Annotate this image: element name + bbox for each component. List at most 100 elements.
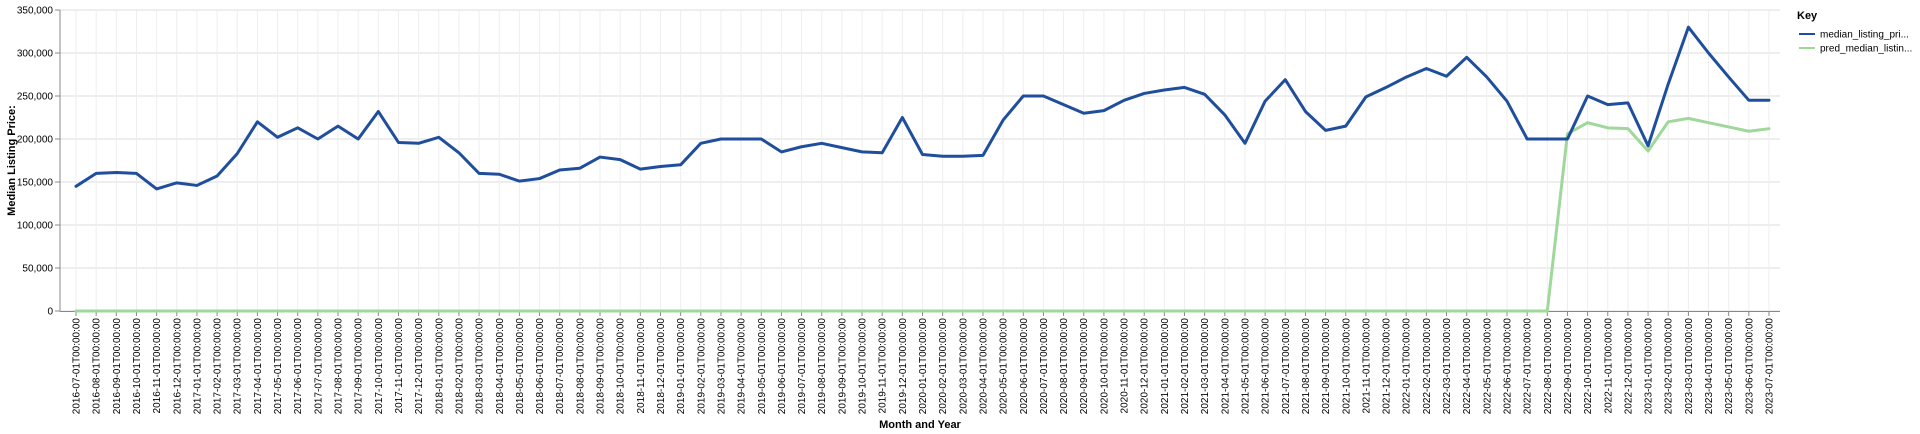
x-tick-label: 2017-03-01T00:00:00 xyxy=(233,318,244,415)
x-tick-label: 2022-02-01T00:00:00 xyxy=(1422,318,1433,415)
x-tick-label: 2017-04-01T00:00:00 xyxy=(253,318,264,415)
y-tick-label: 200,000 xyxy=(17,135,54,146)
x-tick-label: 2020-12-01T00:00:00 xyxy=(1140,318,1151,415)
x-tick-label: 2023-03-01T00:00:00 xyxy=(1684,318,1695,415)
x-tick-label: 2020-07-01T00:00:00 xyxy=(1039,318,1050,415)
x-tick-label: 2020-03-01T00:00:00 xyxy=(958,318,969,415)
x-tick-label: 2023-05-01T00:00:00 xyxy=(1724,318,1735,415)
x-tick-label: 2017-11-01T00:00:00 xyxy=(394,318,405,414)
x-tick-label: 2017-07-01T00:00:00 xyxy=(313,318,324,415)
x-tick-label: 2022-11-01T00:00:00 xyxy=(1603,318,1614,414)
x-tick-label: 2018-07-01T00:00:00 xyxy=(555,318,566,415)
x-tick-label: 2022-03-01T00:00:00 xyxy=(1442,318,1453,415)
x-tick-label: 2019-04-01T00:00:00 xyxy=(737,318,748,415)
x-tick-label: 2018-06-01T00:00:00 xyxy=(535,318,546,415)
legend-label: median_listing_pri... xyxy=(1820,30,1909,41)
x-tick-label: 2020-01-01T00:00:00 xyxy=(918,318,929,415)
x-tick-label: 2017-10-01T00:00:00 xyxy=(374,318,385,415)
x-tick-label: 2022-10-01T00:00:00 xyxy=(1583,318,1594,415)
series-line-1 xyxy=(74,116,1771,313)
x-tick-label: 2021-12-01T00:00:00 xyxy=(1382,318,1393,415)
x-tick-label: 2021-05-01T00:00:00 xyxy=(1240,318,1251,415)
x-tick-label: 2023-01-01T00:00:00 xyxy=(1644,318,1655,415)
legend-title: Key xyxy=(1797,10,1818,22)
y-tick-label: 0 xyxy=(47,307,53,318)
x-tick-label: 2017-06-01T00:00:00 xyxy=(293,318,304,415)
series-line-0 xyxy=(74,25,1771,191)
gridlines xyxy=(60,9,1780,312)
x-tick-label: 2020-02-01T00:00:00 xyxy=(938,318,949,415)
x-tick-label: 2016-08-01T00:00:00 xyxy=(92,318,103,415)
x-tick-label: 2018-10-01T00:00:00 xyxy=(616,318,627,415)
x-tick-label: 2023-07-01T00:00:00 xyxy=(1765,318,1776,415)
x-tick-label: 2021-10-01T00:00:00 xyxy=(1341,318,1352,415)
x-tick-label: 2016-09-01T00:00:00 xyxy=(112,318,123,415)
x-tick-label: 2022-09-01T00:00:00 xyxy=(1563,318,1574,415)
x-tick-label: 2016-12-01T00:00:00 xyxy=(172,318,183,415)
x-tick-label: 2018-05-01T00:00:00 xyxy=(515,318,526,415)
x-tick-label: 2019-08-01T00:00:00 xyxy=(817,318,828,415)
x-tick-label: 2022-05-01T00:00:00 xyxy=(1482,318,1493,415)
x-tick-label: 2019-10-01T00:00:00 xyxy=(858,318,869,415)
x-tick-label: 2017-05-01T00:00:00 xyxy=(273,318,284,415)
x-tick-label: 2019-05-01T00:00:00 xyxy=(757,318,768,415)
x-tick-label: 2021-11-01T00:00:00 xyxy=(1361,318,1372,414)
x-tick-label: 2020-09-01T00:00:00 xyxy=(1079,318,1090,415)
x-tick-label: 2021-07-01T00:00:00 xyxy=(1281,318,1292,415)
x-tick-label: 2019-09-01T00:00:00 xyxy=(837,318,848,415)
x-tick-label: 2018-09-01T00:00:00 xyxy=(596,318,607,415)
y-tick-label: 250,000 xyxy=(17,92,54,103)
x-tick-label: 2020-11-01T00:00:00 xyxy=(1120,318,1131,414)
x-tick-label: 2019-02-01T00:00:00 xyxy=(696,318,707,415)
x-tick-label: 2021-08-01T00:00:00 xyxy=(1301,318,1312,415)
x-tick-label: 2019-03-01T00:00:00 xyxy=(716,318,727,415)
axes: 0 50,000 100,000 150,000 200,000 250,000 300,0… xyxy=(17,6,1780,415)
y-tick-label: 100,000 xyxy=(17,221,54,232)
x-tick-label: 2018-08-01T00:00:00 xyxy=(575,318,586,415)
legend: Key median_listing_pri... pred_median_lis… xyxy=(1797,10,1912,55)
x-tick-label: 2022-08-01T00:00:00 xyxy=(1543,318,1554,415)
x-tick-label: 2020-10-01T00:00:00 xyxy=(1099,318,1110,415)
x-tick-label: 2021-09-01T00:00:00 xyxy=(1321,318,1332,415)
x-tick-label: 2020-06-01T00:00:00 xyxy=(1019,318,1030,415)
x-tick-label: 2022-07-01T00:00:00 xyxy=(1523,318,1534,415)
x-tick-label: 2017-01-01T00:00:00 xyxy=(192,318,203,415)
x-tick-label: 2019-07-01T00:00:00 xyxy=(797,318,808,415)
y-tick-label: 300,000 xyxy=(17,49,54,60)
x-tick-label: 2019-12-01T00:00:00 xyxy=(898,318,909,415)
x-tick-label: 2018-01-01T00:00:00 xyxy=(434,318,445,415)
x-tick-label: 2021-06-01T00:00:00 xyxy=(1261,318,1272,415)
x-tick-label: 2022-01-01T00:00:00 xyxy=(1402,318,1413,415)
x-tick-label: 2017-08-01T00:00:00 xyxy=(334,318,345,415)
x-tick-label: 2023-06-01T00:00:00 xyxy=(1744,318,1755,415)
x-tick-label: 2019-06-01T00:00:00 xyxy=(777,318,788,415)
x-tick-label: 2021-01-01T00:00:00 xyxy=(1160,318,1171,415)
x-axis-title: Month and Year xyxy=(879,419,961,431)
y-tick-label: 150,000 xyxy=(17,178,54,189)
series-lines xyxy=(74,25,1771,313)
x-tick-label: 2016-07-01T00:00:00 xyxy=(72,318,83,415)
x-tick-label: 2018-11-01T00:00:00 xyxy=(636,318,647,414)
x-tick-label: 2022-04-01T00:00:00 xyxy=(1462,318,1473,415)
y-axis-title: Median Listing Price: xyxy=(6,105,18,216)
legend-label: pred_median_listin... xyxy=(1820,44,1912,55)
x-tick-label: 2022-06-01T00:00:00 xyxy=(1502,318,1513,415)
x-tick-label: 2020-04-01T00:00:00 xyxy=(978,318,989,415)
x-tick-label: 2019-11-01T00:00:00 xyxy=(878,318,889,414)
x-tick-label: 2021-03-01T00:00:00 xyxy=(1200,318,1211,415)
x-tick-label: 2018-03-01T00:00:00 xyxy=(475,318,486,415)
x-tick-label: 2020-05-01T00:00:00 xyxy=(999,318,1010,415)
x-tick-label: 2016-10-01T00:00:00 xyxy=(132,318,143,415)
x-tick-label: 2021-02-01T00:00:00 xyxy=(1180,318,1191,415)
x-tick-label: 2017-09-01T00:00:00 xyxy=(354,318,365,415)
axis-titles: Month and Year Median Listing Price: xyxy=(6,105,962,431)
x-tick-label: 2018-04-01T00:00:00 xyxy=(495,318,506,415)
x-tick-label: 2020-08-01T00:00:00 xyxy=(1059,318,1070,415)
y-tick-label: 50,000 xyxy=(22,264,53,275)
x-tick-label: 2019-01-01T00:00:00 xyxy=(676,318,687,415)
x-tick-label: 2017-12-01T00:00:00 xyxy=(414,318,425,415)
x-tick-label: 2018-02-01T00:00:00 xyxy=(454,318,465,415)
x-tick-label: 2021-04-01T00:00:00 xyxy=(1220,318,1231,415)
